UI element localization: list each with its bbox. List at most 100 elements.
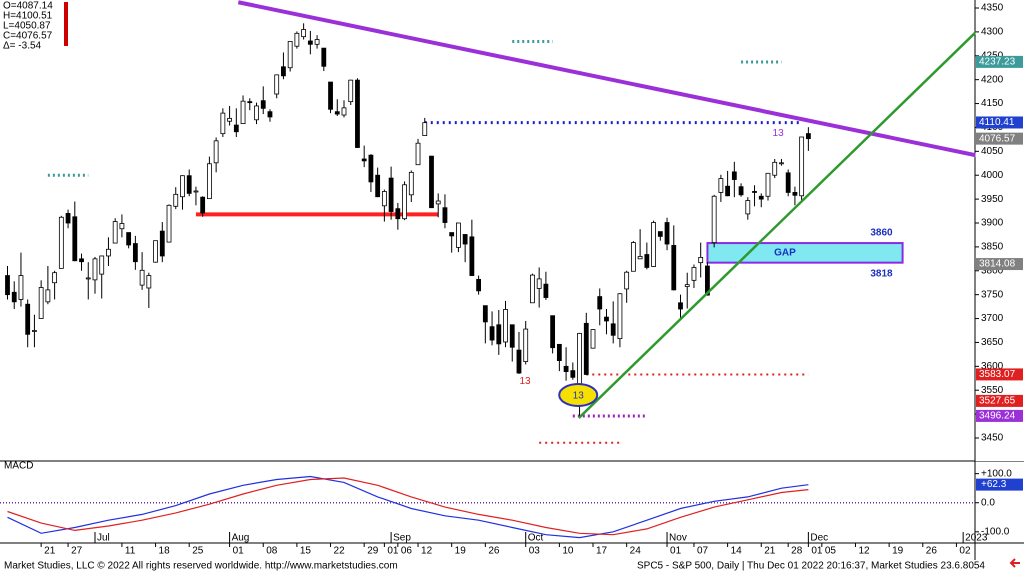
macd-tag-label: +62.3 xyxy=(981,479,1007,490)
candle-body xyxy=(403,185,407,219)
candle-body xyxy=(6,276,10,295)
candle-body xyxy=(261,101,265,109)
candle-body xyxy=(302,30,306,37)
candle-body xyxy=(275,75,279,94)
x-day-label: 02 xyxy=(959,546,971,557)
candle-body xyxy=(80,259,84,262)
candle-body xyxy=(93,259,97,280)
x-month-label: Sep xyxy=(393,533,411,544)
candle-body xyxy=(463,234,467,244)
x-day-label: 27 xyxy=(71,546,83,557)
candle-body xyxy=(497,325,501,344)
candle-body xyxy=(739,187,743,195)
x-day-label: 17 xyxy=(596,546,608,557)
candle-body xyxy=(753,191,757,192)
candle-body xyxy=(180,176,184,197)
y-tick-label: 3700 xyxy=(981,313,1004,324)
candle-body xyxy=(423,123,427,136)
candle-body xyxy=(584,323,588,374)
candle-body xyxy=(746,201,750,214)
candle-body xyxy=(800,137,804,196)
candle-body xyxy=(369,155,373,182)
y-tick-label: 4150 xyxy=(981,98,1004,109)
candle-body xyxy=(32,331,36,332)
candle-body xyxy=(618,294,622,339)
candle-body xyxy=(490,327,494,340)
candle-body xyxy=(268,112,272,117)
x-month-label: Oct xyxy=(528,533,544,544)
candle-body xyxy=(194,191,198,192)
gap-box xyxy=(707,243,902,263)
candle-body xyxy=(295,33,299,46)
candle-body xyxy=(174,194,178,206)
candle-body xyxy=(329,82,333,109)
count-label: 13 xyxy=(519,376,531,387)
candle-body xyxy=(382,191,386,205)
candle-body xyxy=(396,209,400,219)
candle-body xyxy=(113,222,117,244)
candle-body xyxy=(692,267,696,280)
candle-body xyxy=(779,163,783,164)
candle-body xyxy=(416,143,420,165)
x-day-label: 03 xyxy=(529,546,541,557)
candle-body xyxy=(625,272,629,289)
x-day-label: 01 xyxy=(670,546,682,557)
x-day-label: 19 xyxy=(892,546,904,557)
x-day-label: 01 xyxy=(233,546,245,557)
y-tick-label: 4300 xyxy=(981,27,1004,38)
candle-body xyxy=(53,273,57,283)
y-tick-label: 3550 xyxy=(981,385,1004,396)
candle-body xyxy=(288,41,292,67)
x-day-label: 11 xyxy=(125,546,136,557)
price-tag-label: 3814.08 xyxy=(979,259,1016,270)
candle-body xyxy=(315,40,319,45)
candle-body xyxy=(127,233,131,245)
candle-body xyxy=(598,297,602,309)
header-text: Δ= -3.54 xyxy=(3,41,42,52)
x-day-label: 22 xyxy=(334,546,346,557)
footer-left: Market Studies, LLC © 2022 All rights re… xyxy=(4,561,398,572)
candle-body xyxy=(557,344,561,360)
candle-body xyxy=(759,196,763,199)
candle-body xyxy=(147,276,151,288)
price-tag-label: 3527.65 xyxy=(979,396,1016,407)
candle-body xyxy=(86,278,90,279)
y-tick-label: 4000 xyxy=(981,170,1004,181)
candle-body xyxy=(470,237,474,276)
candle-body xyxy=(160,231,164,256)
candle-body xyxy=(645,255,649,268)
candle-body xyxy=(631,243,635,272)
candle-body xyxy=(106,249,110,256)
candle-body xyxy=(436,201,440,204)
candle-body xyxy=(571,371,575,378)
candle-body xyxy=(322,48,326,66)
candle-body xyxy=(719,179,723,193)
candle-body xyxy=(100,256,104,274)
price-tag-label: 4237.23 xyxy=(979,57,1016,68)
x-day-label: 10 xyxy=(562,546,574,557)
candle-body xyxy=(308,41,312,44)
x-day-label: 19 xyxy=(455,546,467,557)
candle-body xyxy=(685,285,689,287)
candle-body xyxy=(12,292,16,302)
x-day-label: 25 xyxy=(192,546,204,557)
candle-body xyxy=(591,330,595,349)
x-month-label: Nov xyxy=(669,533,687,544)
x-day-label: 15 xyxy=(300,546,312,557)
price-tag-label: 3496.24 xyxy=(979,411,1016,422)
candle-body xyxy=(679,303,683,309)
x-day-label: 24 xyxy=(630,546,642,557)
x-day-label: 29 xyxy=(367,546,379,557)
x-day-label: 12 xyxy=(421,546,433,557)
x-day-label: 07 xyxy=(697,546,709,557)
candle-body xyxy=(187,176,191,194)
candle-body xyxy=(281,67,285,76)
candle-body xyxy=(46,290,50,302)
candle-body xyxy=(73,217,77,261)
candle-body xyxy=(140,270,144,285)
header-bar xyxy=(64,2,68,46)
macd-label: MACD xyxy=(4,461,33,472)
macd-tick-label: 0.0 xyxy=(981,497,995,508)
